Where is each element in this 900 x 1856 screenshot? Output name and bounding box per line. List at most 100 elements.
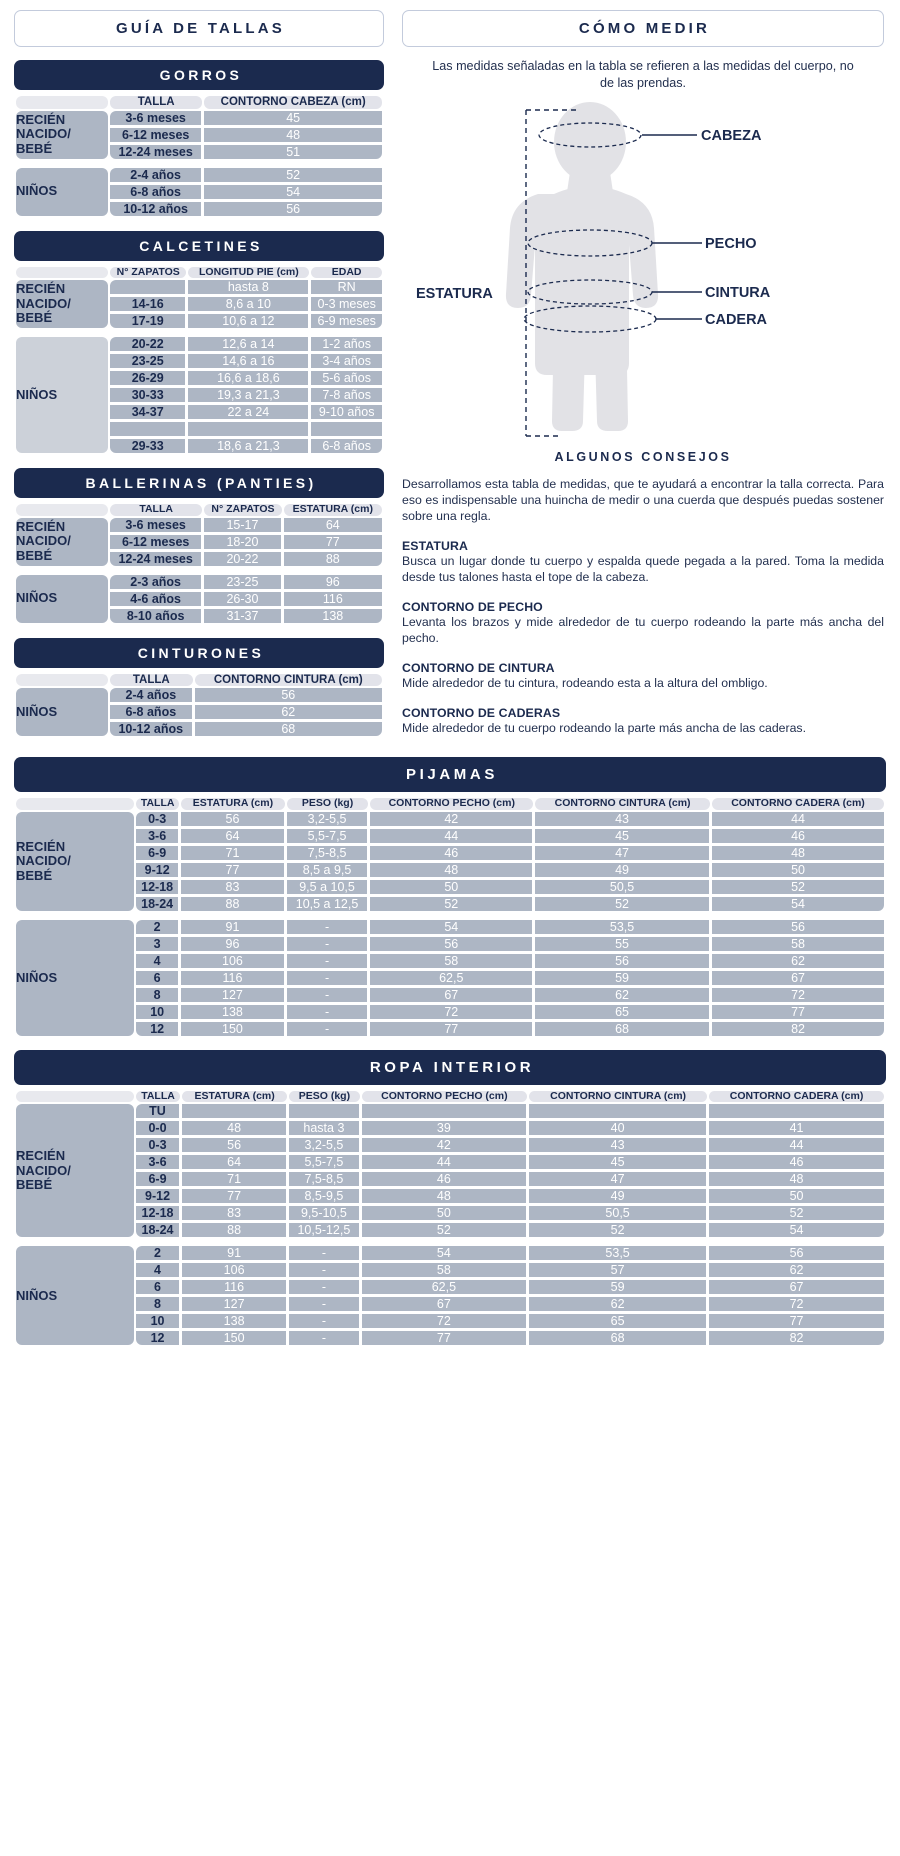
table-cell: - [286,1021,369,1036]
header-corner-blank [16,798,134,810]
table-cell: 42 [370,811,534,827]
label-cabeza: CABEZA [701,128,762,144]
table-header-row: TALLA ESTATURA (cm) PESO (kg) CONTORNO PECH… [16,1090,884,1103]
table-cell: hasta 3 [289,1121,360,1137]
table-cell: 3-6 [136,1155,181,1171]
group-label-kids: NIÑOS [16,167,108,216]
table-cell: 52 [712,879,884,895]
table-row: 12 150-77 68 82 [16,1331,884,1346]
table-cell: 48 [712,845,884,861]
table-cell: 52 [709,1206,884,1222]
table-cell: 88 [182,1223,288,1238]
table-cell: 12-18 [136,1206,181,1222]
table-cell: 19,3 a 21,3 [188,388,310,404]
table-cell: 50 [370,879,534,895]
table-cell [361,1104,528,1120]
table-cell: 43 [529,1138,708,1154]
column-header: CONTORNO CABEZA (cm) [204,96,382,109]
table-cell: 3,2-5,5 [289,1138,360,1154]
table-cell: 48 [182,1121,288,1137]
column-header: CONTORNO CINTURA (cm) [535,798,711,810]
column-header: LONGITUD PIE (cm) [188,266,310,279]
table-cell: 12 [136,1331,181,1346]
table-cell: 138 [283,608,382,623]
table-cell [110,422,187,438]
table-cell: 62,5 [361,1280,528,1296]
column-header: TALLA [110,96,203,109]
group-spacer [16,161,382,166]
header-corner-blank [16,504,108,516]
tip-heading: CONTORNO DE PECHO [402,599,543,614]
table-cell: 53,5 [529,1246,708,1262]
table-row: NIÑOS 2 91-54 53,5 56 [16,919,884,1036]
gorros-grid: TALLA CONTORNO CABEZA (cm) RECIÉN NACIDO/BE… [14,94,384,218]
table-cell: hasta 8 [188,280,310,296]
table-row [16,422,382,438]
tip-item: CONTORNO DE PECHO Levanta los brazos y mi… [402,600,884,647]
spacer-cell [16,330,382,335]
table-pijamas: PIJAMAS TALLA ESTATURA (cm) PESO (kg) CONTO… [14,757,886,1038]
table-cell: 10-12 años [110,201,203,216]
table-cell: 83 [181,879,285,895]
table-cell: 8,5 a 9,5 [286,862,369,878]
table-cell: 44 [361,1155,528,1171]
table-cell: 62 [529,1297,708,1313]
table-ballerinas-title: BALLERINAS (PANTIES) [14,468,384,499]
table-header-row: N° ZAPATOS LONGITUD PIE (cm) EDAD [16,266,382,279]
tip-heading: CONTORNO DE CADERAS [402,705,561,720]
table-cell: - [286,936,369,952]
table-cell: - [289,1331,360,1346]
table-row: 6-12 meses 48 [16,127,382,143]
table-cell: - [286,1004,369,1020]
table-cell: 56 [712,919,884,935]
table-cell: 83 [182,1206,288,1222]
ropa-interior-grid: TALLA ESTATURA (cm) PESO (kg) CONTORNO PECH… [14,1089,886,1348]
header-corner-blank [16,1090,134,1103]
table-cell: 52 [361,1223,528,1238]
table-cell: 12-18 [136,879,180,895]
leader-lines [642,134,702,320]
column-header: TALLA [136,1090,181,1103]
table-cell [709,1104,884,1120]
header-corner-blank [16,266,108,279]
table-cell: 127 [181,987,285,1003]
column-header: CONTORNO PECHO (cm) [361,1090,528,1103]
table-row: 23-25 14,6 a 16 3-4 años [16,354,382,370]
table-cell: 71 [181,845,285,861]
table-cell: 44 [370,828,534,844]
table-cell: 7,5-8,5 [286,845,369,861]
table-cell: 7-8 años [311,388,382,404]
table-cell: 9,5-10,5 [289,1206,360,1222]
table-cell [289,1104,360,1120]
table-cell: 0-3 meses [311,297,382,313]
column-header: CONTORNO CADERA (cm) [709,1090,884,1103]
label-pecho: PECHO [705,236,757,252]
body-measurement-diagram: CABEZA PECHO CINTURA CADERA ESTATURA [402,98,884,448]
table-cell: 91 [182,1246,288,1262]
table-cell [311,422,382,438]
group-label-baby: RECIÉN NACIDO/BEBÉ [16,1104,134,1238]
table-cell: 1-2 años [311,337,382,353]
table-cell: 62 [535,987,711,1003]
table-cell: - [286,970,369,986]
group-label-baby: RECIÉN NACIDO/BEBÉ [16,517,108,566]
table-cell: 48 [709,1172,884,1188]
tip-lead-body: Desarrollamos esta tabla de medidas, que… [402,477,884,523]
table-cell: 3-6 [136,828,180,844]
estatura-bracket [525,109,578,437]
table-cell: 46 [709,1155,884,1171]
table-row: RECIÉN NACIDO/BEBÉ 3-6 meses 15-17 64 [16,517,382,566]
table-row: 10 138-72 65 77 [16,1314,884,1330]
table-cell: 47 [535,845,711,861]
table-cell: 8,5-9,5 [289,1189,360,1205]
table-cell: 68 [529,1331,708,1346]
table-cell: 6 [136,1280,181,1296]
tip-item: CONTORNO DE CADERAS Mide alrededor de tu … [402,706,884,737]
header-corner-blank [16,96,108,109]
table-cell: 48 [370,862,534,878]
table-row: NIÑOS 2-4 años 56 [16,688,382,737]
table-cell: 62 [194,705,382,721]
group-label-kids: NIÑOS [16,688,108,737]
table-cell: 59 [535,970,711,986]
table-cell: 10-12 años [110,722,193,737]
